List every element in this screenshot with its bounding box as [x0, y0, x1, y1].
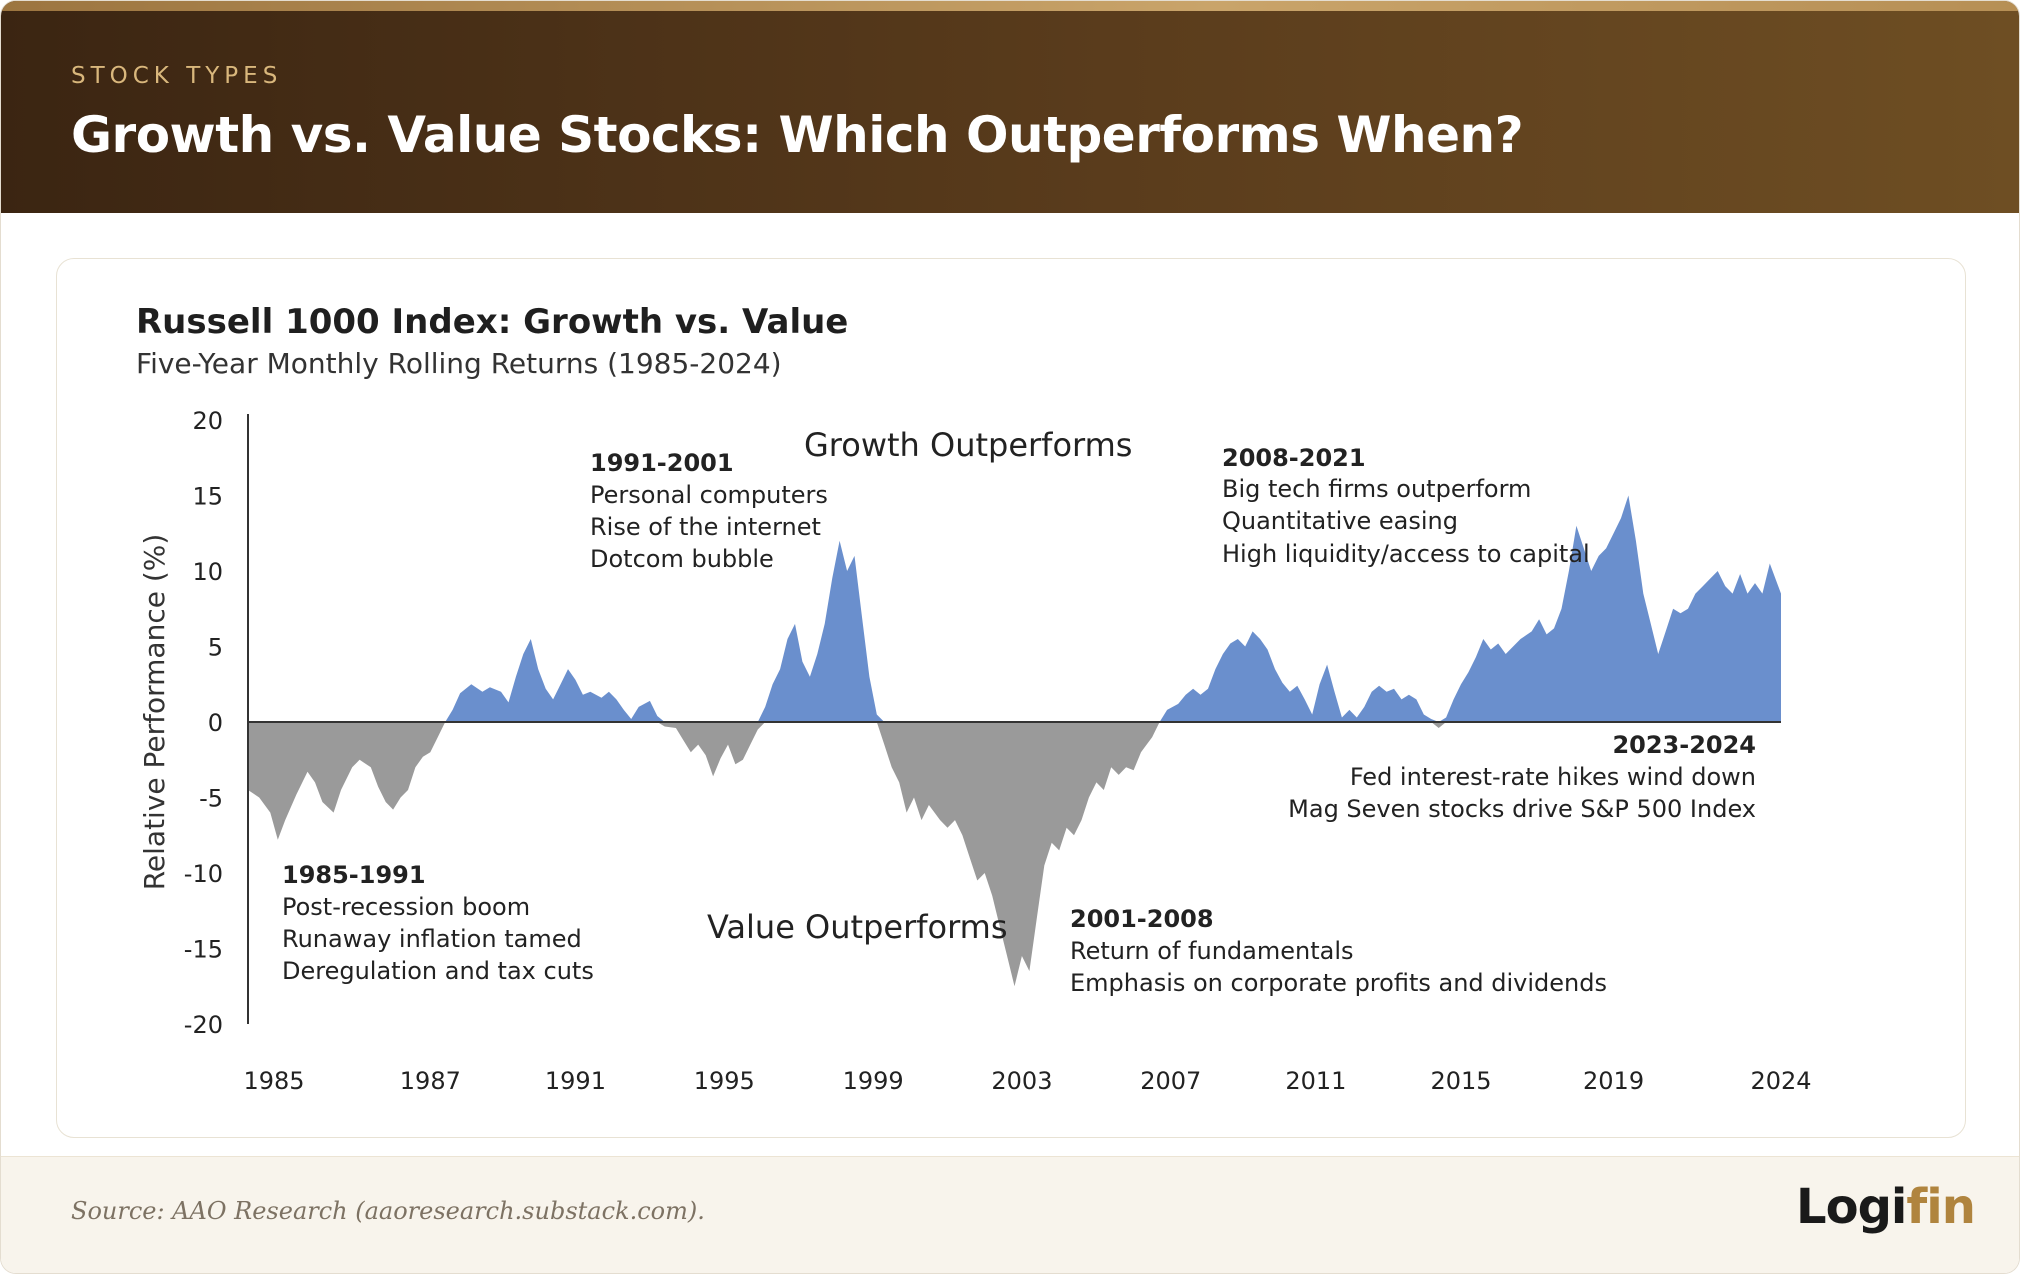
- annotation-line: Fed interest-rate hikes wind down: [1350, 763, 1756, 791]
- footer: Source: AAO Research (aaoresearch.substa…: [1, 1156, 2019, 1273]
- value-outperforms-label: Value Outperforms: [707, 908, 1008, 946]
- annotation-line: Runaway inflation tamed: [282, 925, 582, 953]
- annotation-line: High liquidity/access to capital: [1222, 540, 1590, 568]
- x-tick-label: 2019: [1583, 1067, 1644, 1095]
- plot-area: [247, 414, 1781, 1024]
- x-tick-label: 1991: [545, 1067, 606, 1095]
- x-tick-label: 1985: [244, 1067, 305, 1095]
- annotation-line: Emphasis on corporate profits and divide…: [1070, 969, 1607, 997]
- annotation-1991-2001: 1991-2001 Personal computers Rise of the…: [590, 449, 828, 573]
- value-outperforms-area: [248, 722, 1781, 987]
- x-tick-label: 1995: [694, 1067, 755, 1095]
- annotation-line: Quantitative easing: [1222, 507, 1458, 535]
- x-tick-label: 2015: [1430, 1067, 1491, 1095]
- y-tick-label: 5: [208, 634, 223, 662]
- annotation-line: Big tech firms outperform: [1222, 475, 1531, 503]
- brand-logo: Logifin: [1796, 1179, 1976, 1235]
- annotation-period: 1985-1991: [282, 861, 426, 889]
- annotation-period: 2001-2008: [1070, 905, 1214, 933]
- y-tick-label: -20: [184, 1011, 223, 1039]
- annotation-line: Dotcom bubble: [590, 545, 774, 573]
- annotation-1985-1991: 1985-1991 Post-recession boom Runaway in…: [282, 861, 594, 985]
- growth-outperforms-label: Growth Outperforms: [804, 426, 1132, 464]
- annotation-line: Mag Seven stocks drive S&P 500 Index: [1288, 795, 1756, 823]
- y-tick-label: -10: [184, 860, 223, 888]
- growth-outperforms-area: [248, 495, 1781, 722]
- y-axis-ticks: 20 15 10 5 0 -5 -10 -15 -20: [184, 407, 223, 1039]
- annotation-line: Return of fundamentals: [1070, 937, 1354, 965]
- annotation-period: 2023-2024: [1612, 731, 1756, 759]
- y-tick-label: 20: [192, 407, 223, 435]
- source-note: Source: AAO Research (aaoresearch.substa…: [71, 1197, 705, 1225]
- y-tick-label: -15: [184, 936, 223, 964]
- chart-title: Russell 1000 Index: Growth vs. Value: [136, 302, 848, 342]
- x-tick-label: 2003: [991, 1067, 1052, 1095]
- annotation-period: 2008-2021: [1222, 444, 1366, 472]
- y-tick-label: 0: [208, 709, 223, 737]
- annotation-2008-2021: 2008-2021 Big tech firms outperform Quan…: [1222, 444, 1590, 568]
- header-accent-line: [1, 1, 2019, 11]
- x-tick-label: 2007: [1140, 1067, 1201, 1095]
- chart: Russell 1000 Index: Growth vs. Value Fiv…: [136, 302, 1812, 1095]
- annotation-line: Post-recession boom: [282, 893, 530, 921]
- page-title: Growth vs. Value Stocks: Which Outperfor…: [71, 106, 1524, 164]
- x-tick-label: 1987: [400, 1067, 461, 1095]
- logo-text: Logi: [1796, 1179, 1907, 1235]
- chart-subtitle: Five-Year Monthly Rolling Returns (1985-…: [136, 347, 782, 380]
- x-tick-label: 2024: [1750, 1067, 1811, 1095]
- y-tick-label: 15: [192, 483, 223, 511]
- y-tick-label: -5: [199, 785, 223, 813]
- y-axis-label: Relative Performance (%): [138, 534, 171, 891]
- annotation-line: Rise of the internet: [590, 513, 821, 541]
- y-tick-label: 10: [192, 558, 223, 586]
- annotation-line: Deregulation and tax cuts: [282, 957, 594, 985]
- header-banner: STOCK TYPES Growth vs. Value Stocks: Whi…: [1, 1, 2019, 213]
- annotation-line: Personal computers: [590, 481, 828, 509]
- annotation-2023-2024: 2023-2024 Fed interest-rate hikes wind d…: [1288, 731, 1756, 823]
- x-tick-label: 2011: [1285, 1067, 1346, 1095]
- x-tick-label: 1999: [843, 1067, 904, 1095]
- logo-accent-text: fin: [1906, 1179, 1976, 1235]
- x-axis-ticks: 1985 1987 1991 1995 1999 2003 2007 2011 2015 2019…: [244, 1067, 1812, 1095]
- annotation-period: 1991-2001: [590, 449, 734, 477]
- annotation-2001-2008: 2001-2008 Return of fundamentals Emphasi…: [1070, 905, 1607, 997]
- category-label: STOCK TYPES: [71, 63, 283, 89]
